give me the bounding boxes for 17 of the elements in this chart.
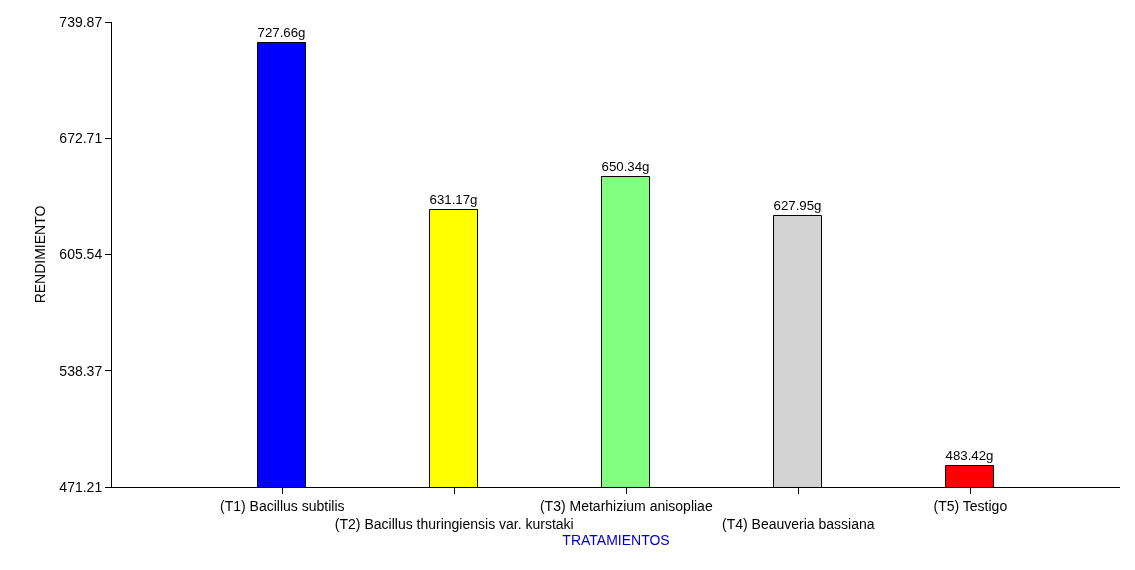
x-tick-label: (T4) Beauveria bassiana	[722, 516, 875, 532]
data-label: 627.95g	[773, 197, 822, 213]
y-tick-label: 605.54	[59, 246, 103, 263]
y-tick-label: 739.87	[59, 13, 103, 30]
y-tick-label: 471.21	[59, 478, 103, 495]
y-axis-title: RENDIMIENTO	[31, 205, 48, 304]
data-label: 650.34g	[601, 158, 650, 174]
data-label: 727.66g	[257, 24, 306, 40]
x-tick-label: (T2) Bacillus thuringiensis var. kurstaki	[334, 516, 574, 532]
x-axis-title: TRATAMIENTOS	[562, 532, 670, 548]
x-tick-label: (T1) Bacillus subtilis	[220, 497, 345, 514]
y-tick-label: 538.37	[59, 362, 103, 379]
y-tick-label: 672.71	[59, 130, 103, 147]
data-label: 631.17g	[429, 191, 478, 207]
data-label: 483.42g	[945, 447, 994, 463]
x-tick-label: (T5) Testigo	[933, 497, 1008, 514]
x-tick-label: (T3) Metarhizium anisopliae	[539, 497, 713, 514]
